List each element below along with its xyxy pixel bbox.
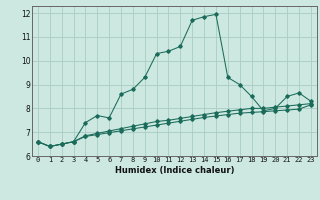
X-axis label: Humidex (Indice chaleur): Humidex (Indice chaleur): [115, 166, 234, 175]
